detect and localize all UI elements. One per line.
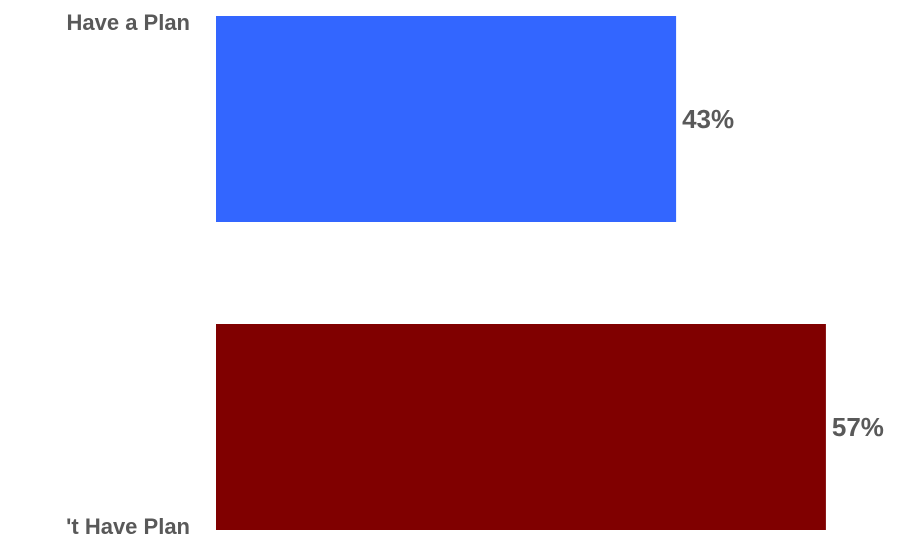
category-label-1: Have a Plan bbox=[66, 10, 190, 35]
labels-group: 43% Have a Plan 57% 't Have Plan bbox=[66, 10, 884, 539]
category-label-2: 't Have Plan bbox=[66, 514, 190, 539]
bar-1 bbox=[216, 16, 677, 222]
value-label-2: 57% bbox=[832, 412, 884, 442]
value-label-1: 43% bbox=[682, 104, 734, 134]
bar-2 bbox=[216, 324, 826, 530]
bars-group bbox=[216, 16, 826, 530]
